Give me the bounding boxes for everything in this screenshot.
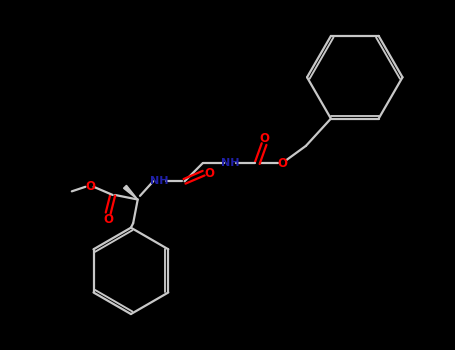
Text: O: O [259,132,269,145]
Text: NH: NH [221,158,239,168]
Text: O: O [277,157,287,170]
Text: O: O [103,213,113,226]
Text: O: O [85,180,95,193]
Text: NH: NH [150,176,169,186]
Text: O: O [205,167,215,180]
Polygon shape [124,186,138,199]
